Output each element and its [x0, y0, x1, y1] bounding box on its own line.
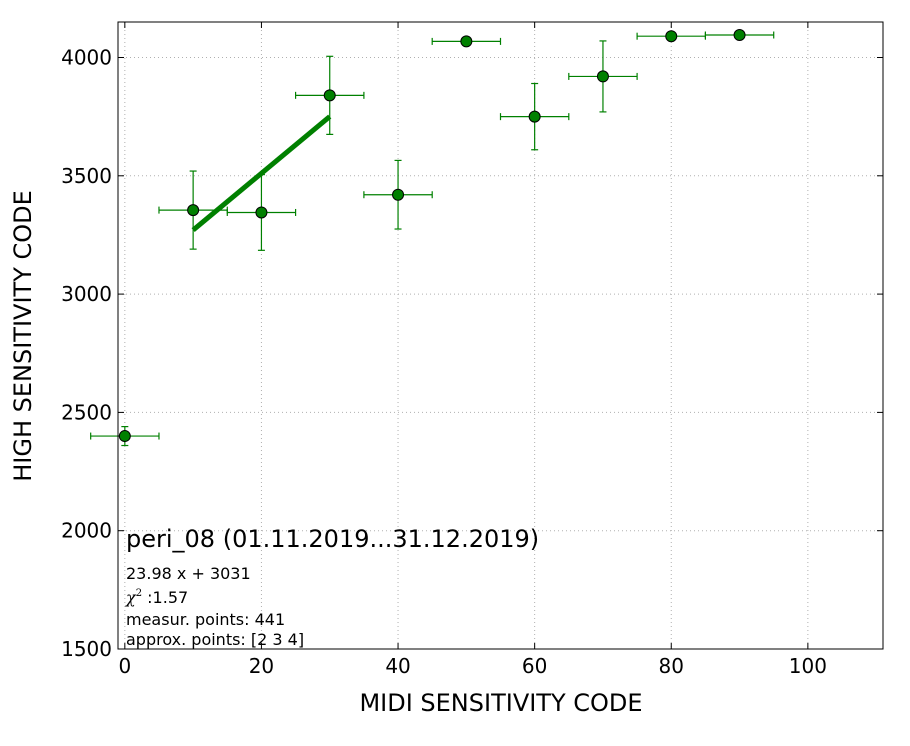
x-tick-label: 100: [789, 654, 827, 678]
y-tick-label: 3500: [61, 164, 112, 188]
data-point-group: [226, 174, 297, 251]
y-tick-label: 2500: [61, 400, 112, 424]
data-point: [733, 29, 746, 42]
fit-line: [191, 114, 332, 232]
chi-superscript: 2: [136, 588, 142, 599]
data-point-group: [158, 170, 228, 250]
y-tick-label: 1500: [61, 637, 112, 661]
x-tick-label: 20: [249, 654, 274, 678]
data-point: [118, 430, 131, 443]
x-tick-label: 40: [385, 654, 410, 678]
data-point-group: [363, 159, 433, 230]
data-point: [255, 206, 268, 219]
x-tick-label: 0: [118, 654, 131, 678]
data-point-group: [90, 425, 160, 447]
annotation-box: peri_08 (01.11.2019...31.12.2019) 23.98 …: [125, 525, 539, 649]
x-tick-label: 60: [522, 654, 547, 678]
y-ticks: 1500 2000 2500 3000 3500 4000: [61, 45, 883, 661]
data-point-group: [499, 82, 570, 151]
data-point-group: [568, 40, 638, 113]
x-ticks: 0 20 40 60 80 100: [118, 22, 827, 678]
y-tick-label: 3000: [61, 282, 112, 306]
data-point-group: [431, 35, 502, 48]
plot-frame: [117, 21, 884, 650]
data-point: [323, 89, 336, 102]
annotation-title: peri_08 (01.11.2019...31.12.2019): [126, 525, 539, 553]
data-point-group: [704, 29, 775, 42]
annotation-measur-points: measur. points: 441: [126, 610, 285, 629]
fit-line-group: [191, 114, 332, 232]
data-point: [392, 188, 405, 201]
y-tick-label: 4000: [61, 45, 112, 69]
annotation-approx-points: approx. points: [2 3 4]: [126, 630, 304, 649]
x-axis-label: MIDI SENSITIVITY CODE: [359, 689, 642, 717]
chi-symbol: χ: [125, 588, 137, 607]
data-point: [187, 204, 200, 217]
data-point-group: [636, 30, 707, 43]
annotation-chi: χ2 :1.57: [125, 588, 188, 607]
data-points: [90, 29, 775, 447]
data-point: [528, 110, 541, 123]
y-tick-label: 2000: [61, 519, 112, 543]
data-point: [665, 30, 678, 43]
chi-value: :1.57: [142, 588, 188, 607]
data-point: [596, 70, 609, 83]
y-axis-label: HIGH SENSITIVITY CODE: [9, 190, 37, 482]
data-point-group: [294, 55, 365, 135]
annotation-equation: 23.98 x + 3031: [126, 564, 251, 583]
x-tick-label: 80: [659, 654, 684, 678]
data-point: [460, 35, 473, 48]
